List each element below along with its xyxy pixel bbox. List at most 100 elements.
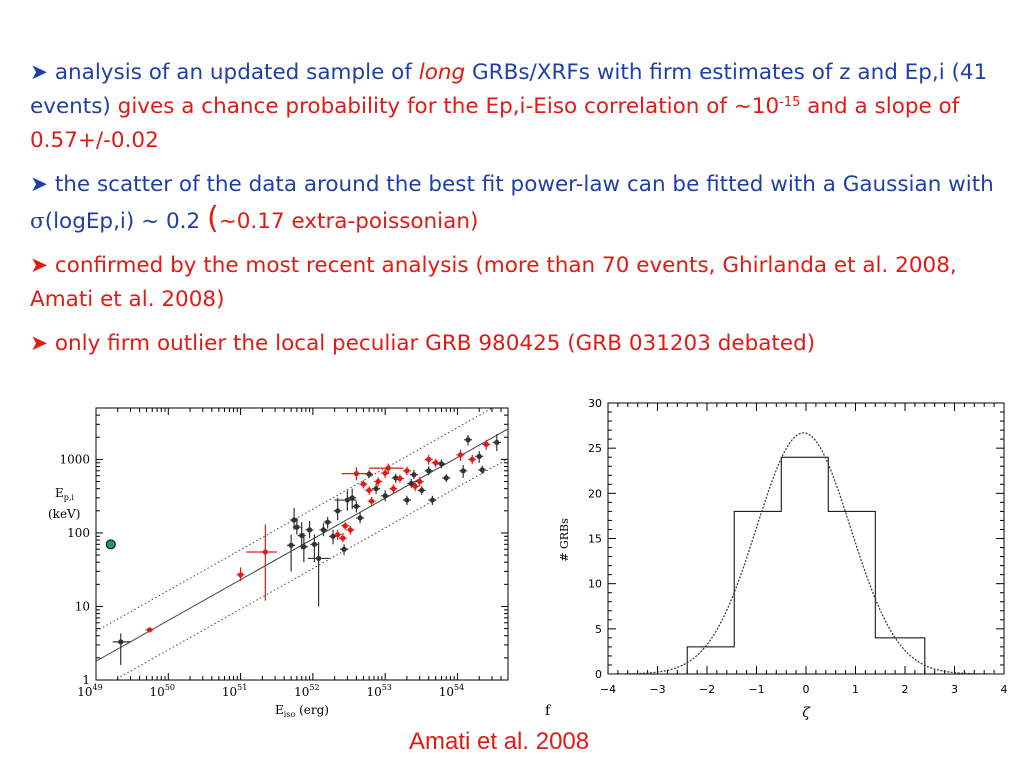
bullet-1: ➤ analysis of an updated sample of long …: [30, 56, 1005, 158]
data-point-black: [306, 527, 313, 533]
data-point-red: [237, 572, 244, 578]
data-point-red: [342, 523, 348, 529]
bullet-arrow-icon: ➤: [30, 172, 49, 197]
citation: Amati et al. 2008: [409, 728, 590, 755]
x-tick-label: −2: [699, 683, 715, 696]
y-tick-label: 20: [588, 487, 602, 500]
data-point-red: [397, 475, 403, 482]
bullet-text: only firm outlier the local peculiar GRB…: [48, 331, 816, 356]
y-tick-label: 100: [67, 526, 90, 540]
bullet-text: (: [207, 201, 219, 236]
bullet-text: confirmed by the most recent analysis (m…: [30, 253, 957, 312]
data-point-black: [320, 527, 327, 533]
bullet-text: analysis of an updated sample of: [48, 60, 419, 85]
y-axis-label: Ep,i: [55, 486, 74, 502]
y-tick-label: 5: [595, 623, 602, 636]
x-tick-label: 3: [951, 683, 958, 696]
x-tick-label: −3: [649, 683, 665, 696]
histogram-bin: [734, 511, 781, 674]
data-point-black: [353, 503, 360, 509]
x-axis-label: ζ: [802, 705, 811, 721]
y-axis-unit: (keV): [48, 507, 80, 521]
y-tick-label: 10: [588, 578, 602, 591]
bullet-text: ~0.17 extra-poissonian): [218, 209, 479, 234]
plot-frame: [607, 402, 1005, 675]
data-point-black: [408, 480, 414, 487]
data-point-black: [299, 532, 305, 539]
bullet-text: gives a chance probability for the Ep,i-…: [117, 94, 780, 119]
y-tick-label: 10: [75, 599, 90, 613]
data-point-red: [340, 535, 346, 541]
data-point-black: [494, 439, 500, 446]
data-point-red: [146, 627, 153, 633]
data-point-red: [353, 471, 360, 477]
data-point-black: [357, 515, 363, 521]
histogram-bars: [686, 456, 926, 674]
data-point-black: [429, 497, 435, 503]
data-point-black: [438, 461, 445, 467]
data-point-red: [412, 483, 418, 489]
bullet-text: and a slope of 0.57+/-0.02: [30, 94, 960, 153]
x-tick-label: 2: [902, 683, 909, 696]
data-point-red: [375, 478, 381, 485]
data-point-black: [316, 555, 322, 562]
bullet-arrow-icon: ➤: [30, 331, 49, 356]
bullet-text: σ: [30, 209, 45, 234]
bullet-text: GRBs/XRFs with firm estimates of z and E…: [30, 60, 988, 119]
gaussian-fit-curve: [607, 432, 1004, 675]
data-point-black: [288, 542, 294, 548]
data-point-black: [311, 541, 318, 547]
histogram-bin: [781, 457, 828, 674]
data-point-black: [460, 468, 466, 474]
data-point-black: [419, 487, 425, 493]
y-tick-label: 25: [588, 442, 602, 455]
data-point-black: [294, 524, 300, 530]
data-point-red: [262, 549, 268, 555]
data-point-red: [390, 486, 397, 492]
data-point-black: [465, 437, 471, 443]
data-point-black: [443, 475, 449, 481]
data-point-red: [366, 487, 372, 493]
data-point-red: [385, 465, 391, 471]
data-point-black: [301, 544, 307, 550]
data-point-black: [373, 486, 379, 492]
x-tick-label: 1: [852, 683, 859, 696]
stray-mark: f: [545, 703, 551, 719]
data-point-red: [417, 478, 423, 485]
data-point-red: [457, 452, 464, 458]
data-point-black: [291, 517, 297, 523]
histogram-bin: [687, 647, 734, 674]
x-tick-label: −1: [748, 683, 764, 696]
x-tick-label: 1049: [77, 683, 102, 699]
bullet-4: ➤ only firm outlier the local peculiar G…: [30, 327, 1005, 361]
data-point-black: [349, 495, 355, 501]
bullet-text: the scatter of the data around the best …: [48, 172, 994, 197]
data-point-red: [335, 531, 341, 538]
data-point-black: [411, 472, 417, 478]
data-point-black: [325, 519, 331, 525]
y-tick-label: 30: [588, 397, 602, 410]
bullet-2: ➤ the scatter of the data around the bes…: [30, 168, 1005, 239]
y-tick-label: 1: [82, 673, 90, 687]
x-tick-label: 1054: [439, 683, 464, 699]
bullet-list: ➤ analysis of an updated sample of long …: [30, 56, 1005, 371]
data-point-black: [393, 475, 399, 481]
data-point-black: [476, 453, 482, 459]
data-point-black: [341, 546, 347, 552]
plot-area: [96, 408, 508, 680]
data-point-red: [404, 468, 410, 474]
data-point-red: [426, 456, 432, 462]
data-point-black: [426, 468, 432, 474]
bullet-arrow-icon: ➤: [30, 253, 49, 278]
fit-line-lower: [113, 458, 508, 680]
outlier-marker: [105, 539, 116, 550]
histogram-bin: [875, 638, 925, 674]
bullet-text: (logEp,i) ~ 0.2: [44, 209, 207, 234]
data-point-black: [404, 497, 410, 503]
data-point-red: [382, 470, 388, 476]
data-point-red: [369, 498, 375, 504]
y-tick-label: 15: [588, 533, 602, 546]
x-tick-label: 1050: [150, 683, 175, 699]
